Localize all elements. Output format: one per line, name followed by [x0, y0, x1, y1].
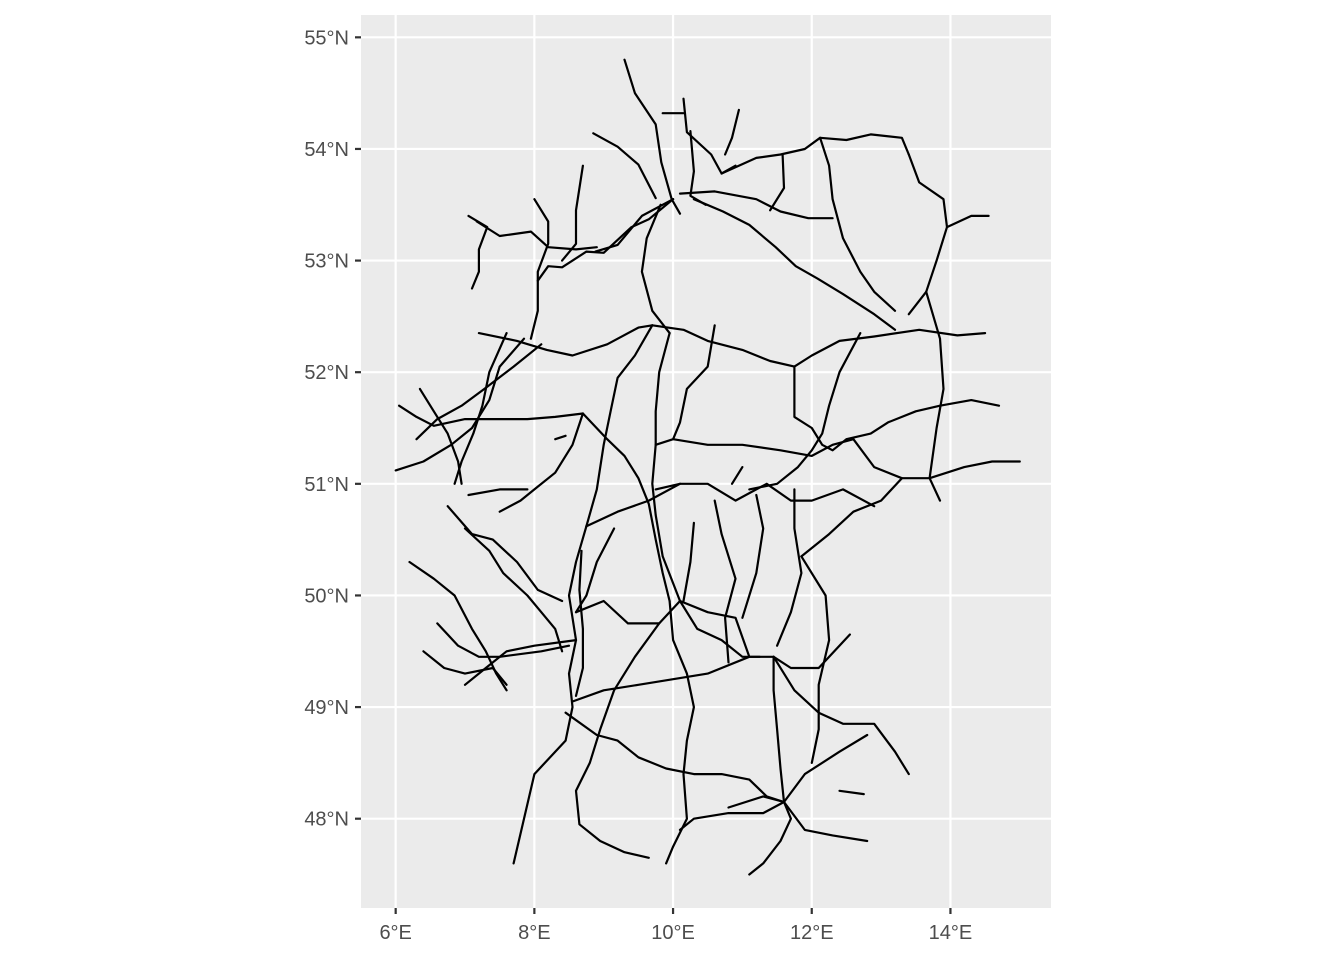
road-line-29: [554, 434, 567, 441]
y-tick-label: 48°N: [304, 809, 349, 831]
road-line-22: [415, 343, 543, 441]
road-line-16: [945, 214, 990, 229]
road-line-62: [727, 795, 786, 809]
y-tick-label: 51°N: [304, 474, 349, 496]
road-line-33: [672, 438, 1021, 480]
road-line-65: [713, 499, 737, 664]
road-line-47: [422, 650, 508, 686]
road-line-12: [692, 198, 897, 331]
road-line-24: [394, 337, 526, 472]
y-axis: 48°N 49°N 50°N 51°N 52°N 53°N 54°N 55°N: [304, 27, 361, 831]
road-line-37: [654, 482, 876, 508]
road-line-36: [925, 290, 945, 502]
road-line-48: [463, 639, 578, 686]
road-line-46: [436, 622, 571, 658]
road-line-13: [678, 190, 834, 220]
road-line-4: [724, 108, 740, 156]
road-line-11: [467, 214, 489, 290]
road-line-31: [651, 332, 682, 603]
road-line-25: [418, 387, 463, 485]
road-line-56: [772, 633, 851, 670]
road-line-26: [398, 404, 584, 427]
road-line-39: [467, 488, 529, 497]
road-line-52: [571, 655, 751, 703]
road-line-68: [682, 521, 695, 603]
road-line-10: [529, 198, 550, 340]
road-line-8: [561, 164, 584, 262]
y-tick-label: 55°N: [304, 27, 349, 49]
road-line-54: [564, 711, 786, 804]
road-line-42: [574, 527, 616, 614]
road-line-58: [782, 733, 869, 804]
x-tick-label: 10°E: [651, 922, 695, 944]
road-line-32: [654, 324, 716, 446]
road-line-66: [776, 488, 803, 647]
y-tick-label: 53°N: [304, 251, 349, 273]
road-line-67: [800, 477, 903, 558]
road-line-53: [574, 622, 661, 859]
x-tick-label: 6°E: [379, 922, 411, 944]
y-tick-label: 49°N: [304, 697, 349, 719]
road-line-38: [585, 482, 682, 528]
road-line-61: [782, 800, 869, 843]
road-line-41: [574, 549, 584, 697]
road-line-64: [741, 493, 765, 619]
x-tick-label: 14°E: [929, 922, 973, 944]
road-line-30: [585, 324, 654, 528]
road-line-57: [772, 655, 910, 776]
road-line-20: [651, 324, 987, 368]
road-line-55: [772, 655, 786, 804]
road-line-9: [475, 220, 598, 251]
road-line-70: [800, 555, 831, 764]
road-line-45: [446, 505, 564, 603]
road-line-18: [819, 136, 897, 312]
y-tick-label: 54°N: [304, 139, 349, 161]
road-line-40: [512, 525, 588, 865]
x-axis: 6°E 8°E 10°E 12°E 14°E: [379, 908, 972, 944]
road-line-60: [748, 800, 792, 876]
road-line-69: [730, 466, 744, 485]
road-line-44: [463, 527, 564, 653]
road-line-35: [748, 332, 862, 491]
road-line-28: [498, 412, 584, 513]
road-line-0: [623, 58, 682, 215]
longitude-gridlines: [394, 15, 952, 908]
road-line-63: [838, 789, 865, 796]
road-line-59: [678, 800, 786, 831]
road-line-17: [769, 153, 786, 212]
y-tick-label: 52°N: [304, 362, 349, 384]
road-line-51: [665, 599, 695, 865]
road-lines: [394, 58, 1021, 876]
y-tick-label: 50°N: [304, 585, 349, 607]
road-line-21: [477, 324, 654, 357]
road-line-19: [640, 203, 671, 335]
map-panel-background: [361, 15, 1051, 908]
x-tick-label: 12°E: [790, 922, 834, 944]
x-tick-label: 8°E: [518, 922, 550, 944]
road-line-7: [594, 198, 675, 253]
road-line-34: [793, 365, 1001, 452]
road-line-5: [592, 132, 657, 200]
road-line-27: [581, 412, 671, 603]
